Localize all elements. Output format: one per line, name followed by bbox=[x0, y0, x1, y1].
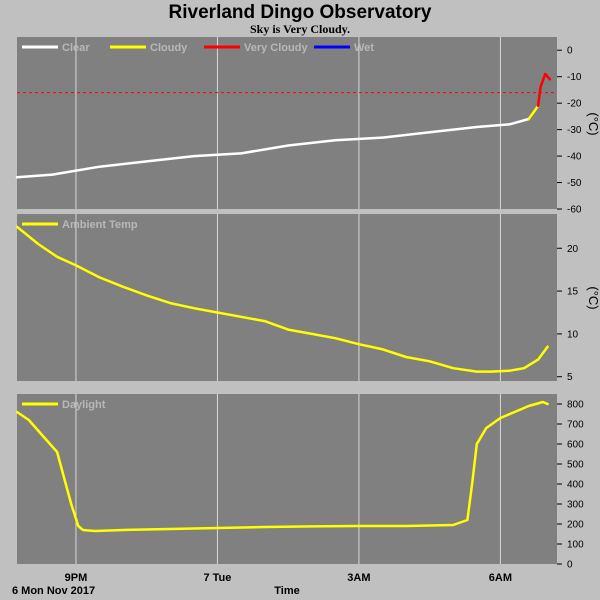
legend-label: Clear bbox=[62, 42, 90, 54]
y-axis: 20 15 10 5 bbox=[557, 244, 579, 383]
y-axis-label: (°C) bbox=[586, 286, 600, 309]
y-tick-label: 20 bbox=[567, 244, 579, 255]
y-tick-label: 100 bbox=[567, 540, 584, 551]
x-tick-label: 7 Tue bbox=[203, 572, 231, 584]
x-tick-label: 9PM bbox=[65, 572, 88, 584]
y-axis-label: (°C) bbox=[586, 112, 600, 135]
series-line-clear bbox=[15, 117, 530, 179]
date-label: 6 Mon Nov 2017 bbox=[12, 585, 95, 597]
panel-ambient-temp: 20 15 10 5 Ambient Temp (°C) bbox=[15, 214, 600, 383]
series-line-very-cloudy bbox=[536, 72, 552, 108]
y-tick-label: 500 bbox=[567, 460, 584, 471]
legend-label: Very Cloudy bbox=[244, 42, 308, 54]
y-tick-label: -50 bbox=[567, 178, 582, 189]
y-tick-label: 200 bbox=[567, 520, 584, 531]
y-tick-label: 700 bbox=[567, 420, 584, 431]
x-axis-title: Time bbox=[274, 585, 299, 597]
grid bbox=[75, 394, 501, 564]
series-line-daylight bbox=[15, 400, 549, 533]
y-tick-label: -60 bbox=[567, 205, 582, 216]
series-line-cloudy bbox=[527, 104, 540, 121]
y-tick-label: 400 bbox=[567, 480, 584, 491]
legend-label: Wet bbox=[354, 42, 374, 54]
y-tick-label: -20 bbox=[567, 99, 582, 110]
panel-sky-temp: 0 -10 -20 -30 -40 -50 -60 Clear Cloudy Very Clou… bbox=[15, 37, 600, 216]
series-layer bbox=[15, 400, 549, 533]
chart-title: Riverland Dingo Observatory bbox=[169, 2, 432, 23]
y-tick-label: 0 bbox=[567, 46, 573, 57]
plot-area bbox=[17, 37, 557, 209]
y-tick-label: 300 bbox=[567, 500, 584, 511]
grid bbox=[75, 214, 501, 381]
y-tick-label: 5 bbox=[567, 372, 573, 383]
legend-label: Ambient Temp bbox=[62, 219, 138, 231]
y-tick-label: -40 bbox=[567, 152, 582, 163]
chart-subtitle: Sky is Very Cloudy. bbox=[250, 22, 350, 36]
x-tick-label: 3AM bbox=[347, 572, 370, 584]
panel-daylight: 800 700 600 500 400 300 200 100 0 Daylight bbox=[15, 394, 584, 571]
legend-label: Daylight bbox=[62, 399, 106, 411]
legend: Ambient Temp bbox=[22, 219, 138, 231]
series-layer bbox=[15, 72, 552, 179]
y-tick-label: 600 bbox=[567, 440, 584, 451]
y-tick-label: -10 bbox=[567, 72, 582, 83]
y-tick-label: 15 bbox=[567, 287, 579, 298]
plot-area bbox=[17, 214, 557, 381]
x-tick-label: 6AM bbox=[489, 572, 512, 584]
x-axis: 9PM 7 Tue 3AM 6AM bbox=[65, 572, 512, 584]
legend-label: Cloudy bbox=[150, 42, 188, 54]
y-tick-label: 10 bbox=[567, 329, 579, 340]
grid bbox=[75, 37, 501, 209]
y-axis: 800 700 600 500 400 300 200 100 0 bbox=[557, 400, 584, 571]
y-tick-label: 0 bbox=[567, 560, 573, 571]
y-tick-label: 800 bbox=[567, 400, 584, 411]
series-line-ambient-temp bbox=[15, 225, 549, 373]
plot-area bbox=[17, 394, 557, 564]
series-layer bbox=[15, 225, 549, 373]
y-axis: 0 -10 -20 -30 -40 -50 -60 bbox=[557, 46, 582, 216]
y-tick-label: -30 bbox=[567, 125, 582, 136]
legend: Daylight bbox=[22, 399, 106, 411]
legend: Clear Cloudy Very Cloudy Wet bbox=[22, 42, 374, 54]
